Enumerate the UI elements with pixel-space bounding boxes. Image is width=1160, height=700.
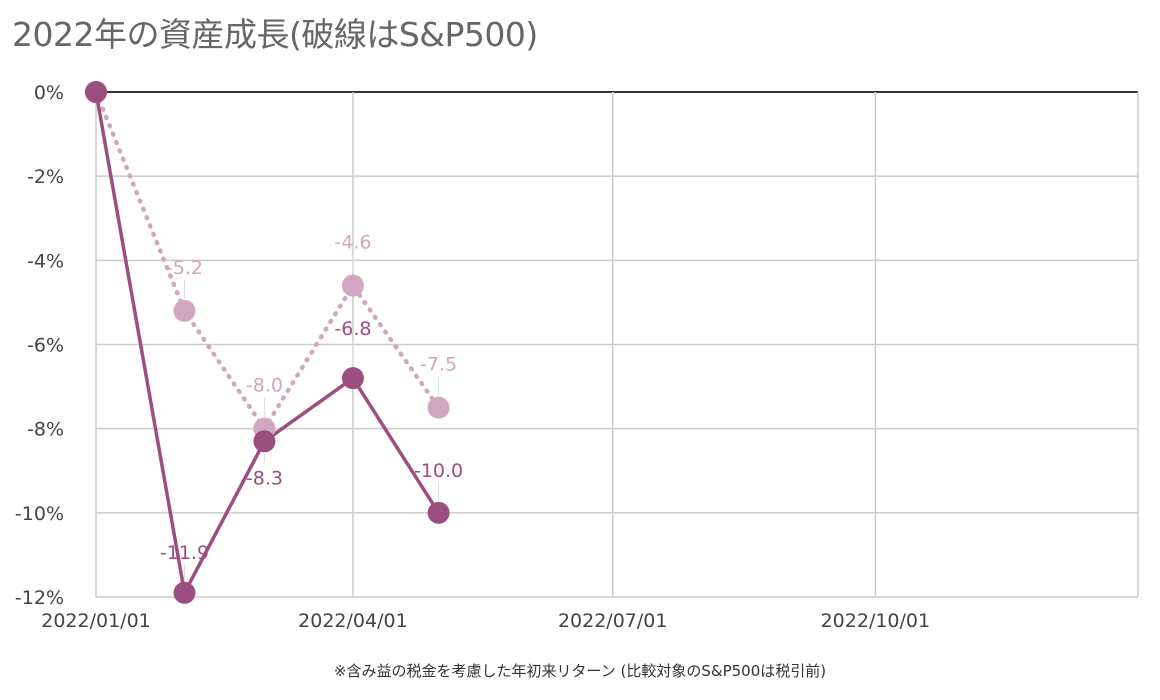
data-label: -5.2 <box>166 257 203 279</box>
data-label: -10.0 <box>414 460 463 482</box>
y-tick-label: -4% <box>27 250 64 272</box>
data-point-solid <box>253 430 276 453</box>
x-tick-label: 2022/01/01 <box>41 610 151 632</box>
data-label: -8.0 <box>246 375 283 397</box>
data-label: -4.6 <box>334 232 371 254</box>
data-point-solid <box>85 81 107 103</box>
data-point-solid <box>173 581 196 604</box>
y-tick-label: -6% <box>27 335 64 357</box>
series-line-solid <box>94 90 441 595</box>
data-label: -8.3 <box>246 467 283 489</box>
y-tick-label: -12% <box>15 587 64 609</box>
y-tick-label: -2% <box>27 166 64 188</box>
y-tick-label: 0% <box>34 82 64 104</box>
data-label: -11.9 <box>160 542 209 564</box>
chart-title: 2022年の資産成長(破線はS&P500) <box>12 15 538 54</box>
chart-plot: 0% -2% -4% -6% -8% -10% -12%2022/01/01 2022/04/… <box>15 81 1139 632</box>
data-label: -6.8 <box>334 318 371 340</box>
data-point-solid <box>341 367 364 390</box>
y-tick-label: -8% <box>27 419 64 441</box>
y-tick-label: -10% <box>15 503 64 525</box>
x-tick-label: 2022/10/01 <box>821 610 931 632</box>
data-point-dotted <box>341 274 364 297</box>
data-point-dotted <box>427 396 450 419</box>
chart-footnote: ※含み益の税金を考慮した年初来リターン (比較対象のS&P500は税引前) <box>333 662 827 680</box>
x-tick-label: 2022/04/01 <box>298 610 408 632</box>
data-point-solid <box>427 501 450 524</box>
data-point-dotted <box>173 299 196 322</box>
data-label: -7.5 <box>420 354 457 376</box>
x-tick-label: 2022/07/01 <box>558 610 668 632</box>
